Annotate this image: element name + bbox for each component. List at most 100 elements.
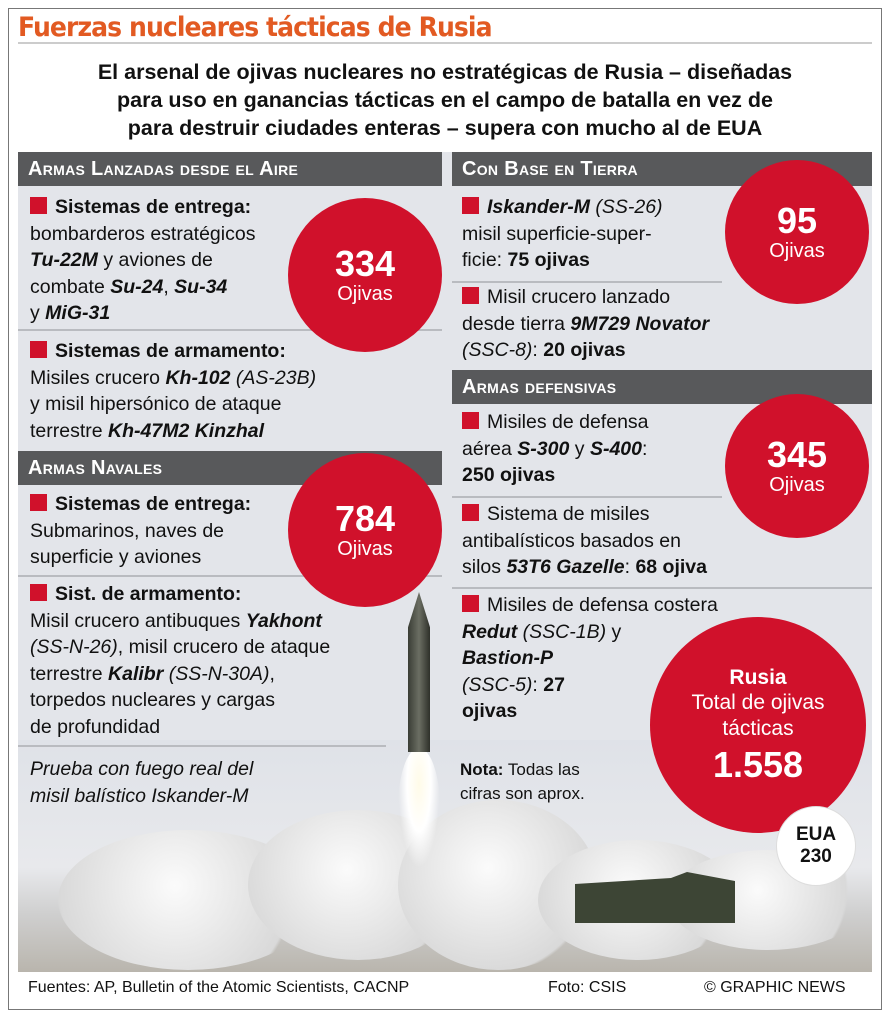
divider [18,575,442,577]
text-run: , [163,275,175,298]
item-line: bombarderos estratégicos [30,221,255,248]
red-square-bullet-icon [462,595,479,612]
item-line: ficie: 75 ojivas [462,247,663,274]
text-run: (SS-N-30A) [163,662,270,685]
divider [18,329,442,331]
text-run: (SSC-5) [462,673,533,696]
warhead-count: 334 [334,243,396,284]
item-line: Sistema de misiles [462,501,707,528]
text-run: Misil crucero antibuques [30,609,246,632]
iskander-missile [408,592,430,752]
text-run: ojivas [462,700,518,722]
item-line: Tu-22M y aviones de [30,247,255,274]
text-run: Misil crucero lanzado [487,286,671,308]
item-line: Redut (SSC-1B) y [462,619,718,646]
text-run: 53T6 Gazelle [506,556,625,578]
item-line: Misiles de defensa [462,409,649,436]
subtitle-line: El arsenal de ojivas nucleares no estrat… [97,60,793,84]
item-line: Misiles crucero Kh-102 (AS-23B) [30,365,316,392]
copyright: © GRAPHIC NEWS [704,979,846,996]
air-warheads-circle: 334 Ojivas [288,198,442,352]
text-run: , [269,662,275,685]
text-run: : [641,437,648,460]
usa-circle: EUA 230 [776,806,856,886]
text-run: Yakhont [245,609,322,632]
item-line: Sist. de armamento: [30,581,330,608]
text-run: de profundidad [30,715,161,738]
text-run: Sistemas de entrega: [55,196,252,218]
text-run: Sist. de armamento: [55,583,242,605]
text-run: Misiles de defensa [487,411,649,433]
text-run: Redut [462,620,518,643]
text-run: Misiles crucero [30,366,166,389]
text-run: misil superficie-super- [462,222,652,245]
text-run: 75 ojivas [507,249,590,271]
warhead-label: Ojivas [769,240,825,262]
text-run: y aviones de [97,249,213,271]
text-run: bombarderos estratégicos [30,222,256,245]
item-line: Submarinos, naves de [30,518,251,545]
air-delivery-systems: Sistemas de entrega: bombarderos estratég… [30,194,255,327]
item-line: y misil hipersónico de ataque [30,391,316,418]
text-run: , misil crucero de ataque [117,636,331,658]
subtitle-line: para destruir ciudades enteras – supera … [127,116,763,140]
text-run: Kh-47M2 Kinzhal [108,419,265,442]
item-line: desde tierra 9M729 Novator [462,311,709,338]
defensive-warheads-circle: 345 Ojivas [725,394,869,538]
text-run: Bastion-P [462,647,554,669]
red-square-bullet-icon [30,584,47,601]
text-run: y [569,437,590,460]
item-line: torpedos nucleares y cargas [30,687,330,714]
caption-line: misil balístico Iskander-M [30,785,249,807]
page-title: Fuerzas nucleares tácticas de Rusia [18,12,493,43]
item-line: terrestre Kh-47M2 Kinzhal [30,418,316,445]
subtitle: El arsenal de ojivas nucleares no estrat… [18,58,872,142]
text-run: y misil hipersónico de ataque [30,393,282,415]
warhead-count: 784 [334,498,396,539]
title-divider [18,42,872,44]
red-square-bullet-icon [30,197,47,214]
item-line: terrestre Kalibr (SS-N-30A), [30,661,330,688]
text-run: S-400 [589,437,642,460]
defense-antiballistic: Sistema de misiles antibalísticos basados… [462,501,707,581]
warhead-label: Ojivas [337,283,393,305]
text-run: S-300 [517,437,570,460]
land-warheads-circle: 95 Ojivas [725,160,869,304]
divider [452,496,722,498]
item-line: ojivas [462,698,718,725]
text-run: (SSC-1B) [517,620,607,643]
text-run: terrestre [30,419,109,442]
item-line: 250 ojivas [462,462,649,489]
text-run: 9M729 Novator [570,312,710,335]
text-run: Iskander-M [487,196,590,218]
text-run: Misiles de defensa costera [487,594,718,616]
red-square-bullet-icon [462,287,479,304]
photo-credit: Foto: CSIS [548,979,627,996]
section-header-air: Armas Lanzadas desde el Aire [18,152,442,186]
item-line: misil superficie-super- [462,221,663,248]
text-run: (SS-26) [589,196,663,218]
item-line: Sistemas de armamento: [30,338,316,365]
land-iskander: Iskander-M (SS-26) misil superficie-super… [462,194,663,274]
warhead-count: 95 [776,200,818,241]
text-run: antibalísticos basados en [462,529,681,552]
text-run: Sistemas de entrega: [55,493,252,515]
item-line: Misil crucero lanzado [462,284,709,311]
missile-exhaust [398,748,440,868]
text-run: Tu-22M [30,249,98,271]
russia-total-circle: Rusia Total de ojivas tácticas 1.558 [650,617,866,833]
item-line: silos 53T6 Gazelle: 68 ojiva [462,554,707,581]
item-line: (SS-N-26), misil crucero de ataque [30,634,330,661]
text-run: (SSC-8) [462,339,533,361]
text-run: MiG-31 [45,302,111,324]
item-line: antibalísticos basados en [462,528,707,555]
total-label: Total de ojivas tácticas [691,691,825,740]
text-run: superficie y aviones [30,546,202,568]
text-run: Su-34 [174,275,228,298]
item-line: combate Su-24, Su-34 [30,274,255,301]
total-value: 1.558 [712,744,804,785]
item-line: Misil crucero antibuques Yakhont [30,608,330,635]
text-run: (SS-N-26) [30,636,118,658]
item-line: Iskander-M (SS-26) [462,194,663,221]
text-run: terrestre [30,662,109,685]
